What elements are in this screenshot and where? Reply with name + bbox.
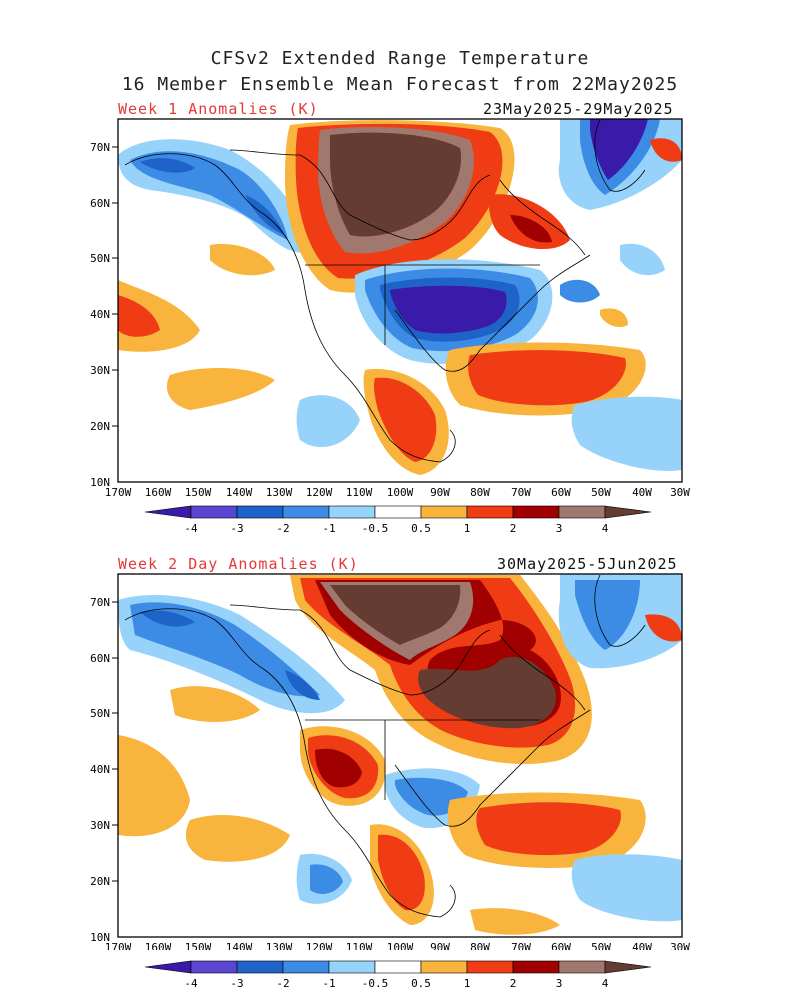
svg-text:30W: 30W (670, 941, 690, 950)
panel1-lat-labels: 10N 20N 30N 40N 50N 60N 70N (90, 141, 110, 489)
svg-text:-3: -3 (230, 977, 243, 990)
svg-text:50W: 50W (591, 486, 611, 499)
svg-text:100W: 100W (387, 486, 414, 499)
panel1-lon-labels: 170W 160W 150W 140W 130W 120W 110W 100W … (105, 486, 691, 499)
svg-text:80W: 80W (470, 941, 490, 950)
svg-text:110W: 110W (346, 486, 373, 499)
colorbar-cell-1 (190, 960, 238, 974)
panel1-colorbar-labels: -4 -3 -2 -1 -0.5 0.5 1 2 3 4 (184, 522, 608, 535)
panel2-lon-labels: 170W 160W 150W 140W 130W 120W 110W 100W … (105, 941, 691, 950)
title-line-1: CFSv2 Extended Range Temperature (210, 48, 590, 69)
svg-text:90W: 90W (430, 941, 450, 950)
svg-text:20N: 20N (90, 420, 110, 433)
panel1-dates: 23May2025-29May2025 (483, 100, 674, 118)
svg-text:30W: 30W (670, 486, 690, 499)
svg-text:10N: 10N (90, 476, 110, 489)
panel1-label: Week 1 Anomalies (K) (118, 100, 319, 118)
svg-text:80W: 80W (470, 486, 490, 499)
svg-text:40N: 40N (90, 763, 110, 776)
panel2-lat-labels: 10N 20N 30N 40N 50N 60N 70N (90, 596, 110, 944)
svg-text:60N: 60N (90, 652, 110, 665)
svg-text:50W: 50W (591, 941, 611, 950)
svg-text:0.5: 0.5 (411, 977, 431, 990)
svg-text:170W: 170W (105, 486, 132, 499)
colorbar-cell-5 (374, 960, 422, 974)
svg-text:-3: -3 (230, 522, 243, 535)
svg-text:90W: 90W (430, 486, 450, 499)
panel2-dates: 30May2025-5Jun2025 (497, 555, 678, 573)
svg-text:-4: -4 (184, 522, 198, 535)
colorbar-cell-2 (236, 960, 284, 974)
svg-text:2: 2 (510, 977, 517, 990)
colorbar-cell-6 (420, 960, 468, 974)
panel1-map: 10N 20N 30N 40N 50N 60N 70N 170W 160W 15… (90, 118, 691, 499)
svg-text:70N: 70N (90, 596, 110, 609)
svg-text:-2: -2 (276, 977, 289, 990)
svg-text:60W: 60W (551, 941, 571, 950)
svg-text:160W: 160W (145, 941, 172, 950)
svg-text:140W: 140W (226, 486, 253, 499)
svg-text:40N: 40N (90, 308, 110, 321)
colorbar-cell-8 (512, 960, 560, 974)
svg-text:-2: -2 (276, 522, 289, 535)
panel2-colorbar: -4 -3 -2 -1 -0.5 0.5 1 2 3 4 (144, 960, 652, 990)
svg-text:30N: 30N (90, 364, 110, 377)
colorbar-cell-3 (282, 960, 330, 974)
svg-text:30N: 30N (90, 819, 110, 832)
svg-text:3: 3 (556, 522, 563, 535)
svg-text:-1: -1 (322, 522, 335, 535)
svg-text:4: 4 (602, 522, 609, 535)
svg-text:60W: 60W (551, 486, 571, 499)
svg-text:130W: 130W (266, 486, 293, 499)
svg-text:-4: -4 (184, 977, 198, 990)
svg-text:-0.5: -0.5 (362, 977, 389, 990)
colorbar-cell-10 (604, 505, 652, 519)
svg-text:-1: -1 (322, 977, 335, 990)
svg-text:1: 1 (464, 522, 471, 535)
svg-text:110W: 110W (346, 941, 373, 950)
svg-text:150W: 150W (185, 941, 212, 950)
svg-text:50N: 50N (90, 252, 110, 265)
panel2-map: 10N 20N 30N 40N 50N 60N 70N 170W 160W 15… (90, 573, 691, 950)
colorbar-cell-9 (558, 960, 606, 974)
svg-text:2: 2 (510, 522, 517, 535)
svg-text:100W: 100W (387, 941, 414, 950)
colorbar-cell-0 (144, 960, 192, 974)
panel1-colorbar: -4 -3 -2 -1 -0.5 0.5 1 2 3 4 (144, 505, 652, 535)
svg-text:40W: 40W (632, 941, 652, 950)
svg-text:-0.5: -0.5 (362, 522, 389, 535)
svg-text:10N: 10N (90, 931, 110, 944)
panel2-colorbar-labels: -4 -3 -2 -1 -0.5 0.5 1 2 3 4 (184, 977, 608, 990)
svg-text:60N: 60N (90, 197, 110, 210)
svg-text:120W: 120W (306, 486, 333, 499)
svg-text:3: 3 (556, 977, 563, 990)
svg-text:70W: 70W (511, 941, 531, 950)
svg-text:70N: 70N (90, 141, 110, 154)
panel1-lat-ticks (112, 146, 118, 427)
colorbar-cell-7 (466, 960, 514, 974)
svg-text:140W: 140W (226, 941, 253, 950)
svg-text:0.5: 0.5 (411, 522, 431, 535)
svg-text:1: 1 (464, 977, 471, 990)
svg-text:170W: 170W (105, 941, 132, 950)
svg-text:40W: 40W (632, 486, 652, 499)
panel2-label: Week 2 Day Anomalies (K) (118, 555, 359, 573)
colorbar-cell-4 (328, 960, 376, 974)
svg-text:70W: 70W (511, 486, 531, 499)
svg-text:50N: 50N (90, 707, 110, 720)
svg-text:20N: 20N (90, 875, 110, 888)
svg-text:150W: 150W (185, 486, 212, 499)
svg-text:130W: 130W (266, 941, 293, 950)
svg-text:160W: 160W (145, 486, 172, 499)
svg-text:120W: 120W (306, 941, 333, 950)
title-line-2: 16 Member Ensemble Mean Forecast from 22… (121, 74, 679, 95)
svg-text:4: 4 (602, 977, 609, 990)
colorbar-cell-10 (604, 960, 652, 974)
